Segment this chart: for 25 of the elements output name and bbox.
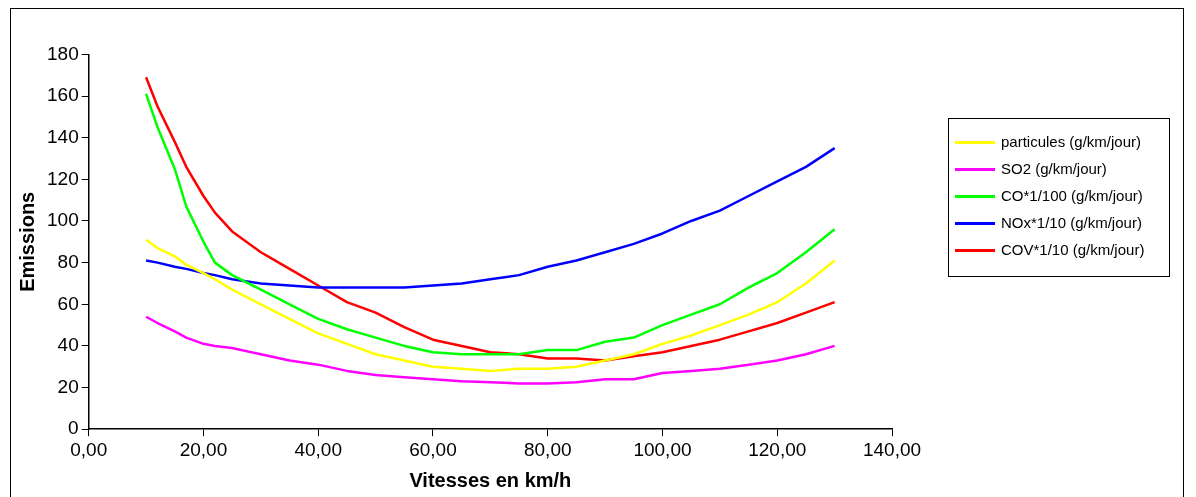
x-tick-label: 120,00 — [748, 438, 807, 460]
y-tick-label: 120 — [47, 167, 79, 189]
legend-label: NOx*1/10 (g/km/jour) — [1001, 214, 1142, 231]
y-tick-label: 180 — [47, 42, 79, 64]
x-tick-label: 20,00 — [179, 438, 228, 460]
legend-label: CO*1/100 (g/km/jour) — [1001, 187, 1143, 204]
x-tick-label: 80,00 — [523, 438, 572, 460]
y-tick-label: 60 — [57, 292, 79, 314]
y-tick-label: 0 — [68, 417, 79, 439]
y-tick-label: 40 — [57, 334, 79, 356]
y-axis-title: Emissions — [15, 191, 38, 292]
legend-label: particules (g/km/jour) — [1001, 133, 1142, 150]
x-tick-label: 60,00 — [409, 438, 457, 460]
x-tick-label: 140,00 — [862, 438, 922, 460]
y-tick-label: 20 — [57, 375, 79, 397]
y-tick-label: 100 — [47, 209, 79, 231]
legend-label: SO2 (g/km/jour) — [1001, 160, 1107, 177]
x-axis-title: Vitesses en km/h — [409, 468, 572, 491]
y-tick-label: 140 — [47, 125, 79, 147]
y-tick-label: 80 — [57, 250, 79, 272]
x-tick-label: 100,00 — [633, 438, 692, 460]
legend-label: COV*1/10 (g/km/jour) — [1001, 241, 1145, 258]
y-tick-label: 160 — [47, 84, 79, 106]
x-tick-label: 40,00 — [294, 438, 342, 460]
x-tick-label: 0,00 — [70, 438, 108, 460]
